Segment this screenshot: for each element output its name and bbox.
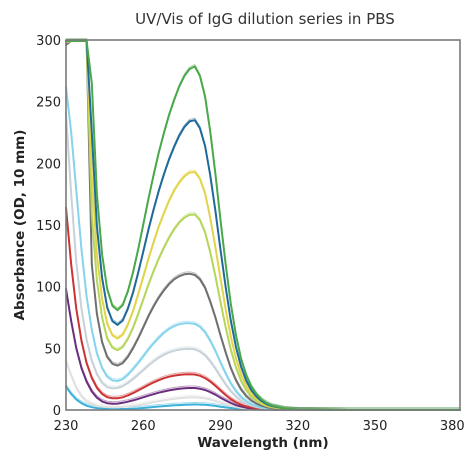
series-7-line <box>65 40 461 411</box>
y-tick-label: 300 <box>36 34 61 49</box>
tick-layer: 230 260 290 320 350 380 0 50 100 150 200 250 300 <box>36 34 465 434</box>
series-9-replicate-line <box>65 38 460 409</box>
y-axis-label: Absorbance (OD, 10 mm) <box>12 130 28 321</box>
series-5-replicate-line <box>65 111 460 409</box>
x-tick-label: 350 <box>363 419 388 434</box>
x-tick-label: 380 <box>440 419 465 434</box>
series-5-line <box>65 113 461 411</box>
series-11-line <box>65 40 461 411</box>
series-layer <box>65 38 461 411</box>
chart-title: UV/Vis of IgG dilution series in PBS <box>135 10 395 28</box>
series-9-line <box>65 40 461 411</box>
y-tick-label: 0 <box>53 404 61 419</box>
x-tick-label: 320 <box>285 419 310 434</box>
series-3-line <box>65 288 461 411</box>
x-axis-label: Wavelength (nm) <box>197 435 328 451</box>
y-tick-label: 50 <box>44 342 61 357</box>
series-8-replicate-line <box>65 38 460 409</box>
y-tick-label: 150 <box>36 219 61 234</box>
series-10-line <box>65 40 461 411</box>
plot-frame <box>65 39 461 411</box>
x-tick-label: 230 <box>54 419 79 434</box>
series-3-replicate-line <box>65 287 460 409</box>
y-tick-label: 250 <box>36 96 61 111</box>
x-tick-label: 290 <box>208 419 233 434</box>
series-8-line <box>65 40 461 411</box>
y-tick-label: 200 <box>36 157 61 172</box>
y-tick-label: 100 <box>36 281 61 296</box>
series-11-replicate-line <box>66 38 460 409</box>
series-4-line <box>65 206 461 411</box>
series-7-replicate-line <box>65 38 460 409</box>
series-10-replicate-line <box>66 38 460 409</box>
x-tick-label: 260 <box>131 419 156 434</box>
